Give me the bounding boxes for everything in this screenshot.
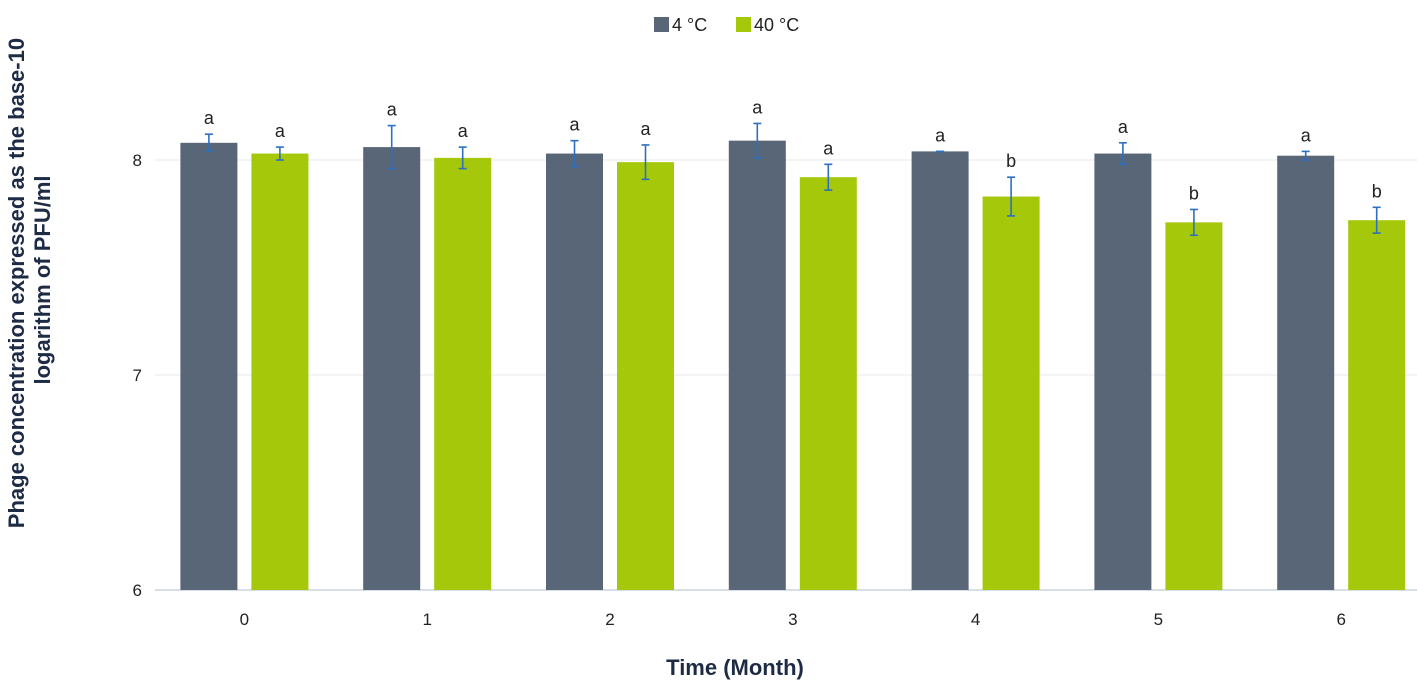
x-axis-title: Time (Month) — [666, 655, 804, 680]
y-axis: 6 7 8 — [133, 151, 142, 600]
bar-40c-month-4 — [982, 196, 1040, 591]
significance-label: a — [387, 100, 398, 120]
significance-label: a — [1301, 125, 1312, 145]
bar-40c-month-1 — [434, 157, 492, 590]
bar-4c-month-3 — [728, 140, 786, 590]
y-tick-label: 6 — [133, 581, 142, 600]
significance-label: a — [458, 121, 469, 141]
legend-swatch-4c — [654, 17, 669, 32]
x-tick-label: 4 — [971, 610, 980, 629]
bar-40c-month-3 — [799, 177, 857, 590]
error-bars — [204, 122, 1381, 237]
y-axis-title-line-2: logarithm of PFU/ml — [30, 176, 55, 385]
bar-40c-month-2 — [617, 162, 674, 590]
significance-label: b — [1006, 151, 1016, 171]
significance-label: b — [1189, 183, 1199, 203]
y-axis-title: Phage concentration expressed as the bas… — [4, 32, 55, 528]
x-tick-label: 0 — [240, 610, 249, 629]
bar-40c-month-6 — [1348, 220, 1406, 590]
x-axis: 0 1 2 3 4 5 6 — [240, 610, 1346, 629]
x-tick-label: 6 — [1336, 610, 1345, 629]
legend-label-40c: 40 °C — [754, 15, 799, 35]
y-tick-label: 7 — [133, 366, 142, 385]
significance-label: a — [204, 108, 215, 128]
legend-swatch-40c — [736, 17, 751, 32]
significance-label: a — [935, 125, 946, 145]
x-tick-label: 3 — [788, 610, 797, 629]
significance-label: a — [1118, 117, 1129, 137]
bar-4c-month-4 — [911, 151, 969, 590]
x-tick-label: 5 — [1154, 610, 1163, 629]
bar-4c-month-5 — [1094, 153, 1152, 591]
significance-label: a — [823, 138, 834, 158]
x-tick-label: 1 — [422, 610, 431, 629]
significance-label: a — [640, 119, 651, 139]
legend: 4 °C 40 °C — [654, 15, 799, 35]
bar-40c-month-0 — [251, 153, 309, 591]
gridlines — [155, 159, 1417, 591]
y-tick-label: 8 — [133, 151, 142, 170]
significance-label: a — [569, 115, 580, 135]
significance-label: a — [752, 97, 763, 117]
significance-label: a — [275, 121, 286, 141]
bar-4c-month-0 — [180, 142, 238, 591]
significance-labels: a a a a a a a a a b a b a b — [204, 97, 1382, 203]
bar-4c-month-1 — [363, 147, 421, 590]
bar-4c-month-6 — [1277, 155, 1335, 590]
bar-40c-month-5 — [1165, 222, 1223, 590]
legend-label-4c: 4 °C — [672, 15, 707, 35]
y-axis-title-line-1: Phage concentration expressed as the bas… — [4, 38, 29, 528]
bar-4c-month-2 — [546, 153, 603, 591]
bars — [180, 140, 1406, 591]
significance-label: b — [1372, 181, 1382, 201]
x-tick-label: 2 — [605, 610, 614, 629]
